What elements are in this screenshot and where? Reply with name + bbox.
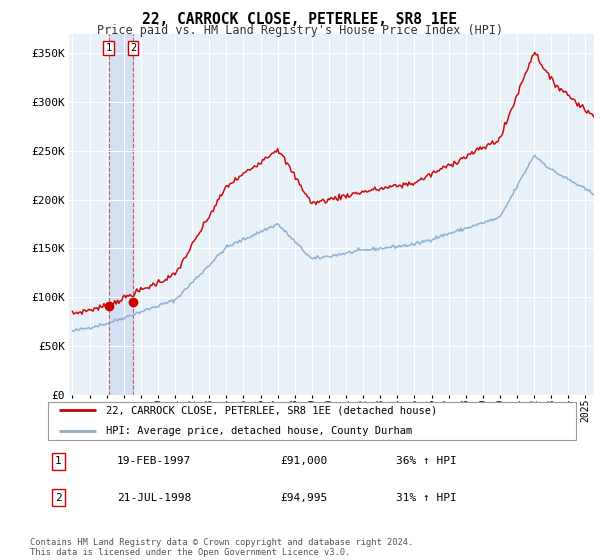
- Text: 1: 1: [55, 456, 62, 466]
- Text: 31% ↑ HPI: 31% ↑ HPI: [397, 493, 457, 503]
- Text: Price paid vs. HM Land Registry's House Price Index (HPI): Price paid vs. HM Land Registry's House …: [97, 24, 503, 36]
- Text: 2: 2: [130, 43, 136, 53]
- Text: 1: 1: [106, 43, 112, 53]
- Text: £94,995: £94,995: [280, 493, 328, 503]
- Text: 19-FEB-1997: 19-FEB-1997: [116, 456, 191, 466]
- Text: Contains HM Land Registry data © Crown copyright and database right 2024.
This d: Contains HM Land Registry data © Crown c…: [30, 538, 413, 557]
- Text: HPI: Average price, detached house, County Durham: HPI: Average price, detached house, Coun…: [106, 426, 412, 436]
- Bar: [109, 34, 133, 395]
- Text: 22, CARROCK CLOSE, PETERLEE, SR8 1EE (detached house): 22, CARROCK CLOSE, PETERLEE, SR8 1EE (de…: [106, 405, 437, 416]
- Text: 36% ↑ HPI: 36% ↑ HPI: [397, 456, 457, 466]
- Text: 22, CARROCK CLOSE, PETERLEE, SR8 1EE: 22, CARROCK CLOSE, PETERLEE, SR8 1EE: [143, 12, 458, 27]
- Text: £91,000: £91,000: [280, 456, 328, 466]
- Text: 21-JUL-1998: 21-JUL-1998: [116, 493, 191, 503]
- FancyBboxPatch shape: [48, 402, 576, 440]
- Text: 2: 2: [55, 493, 62, 503]
